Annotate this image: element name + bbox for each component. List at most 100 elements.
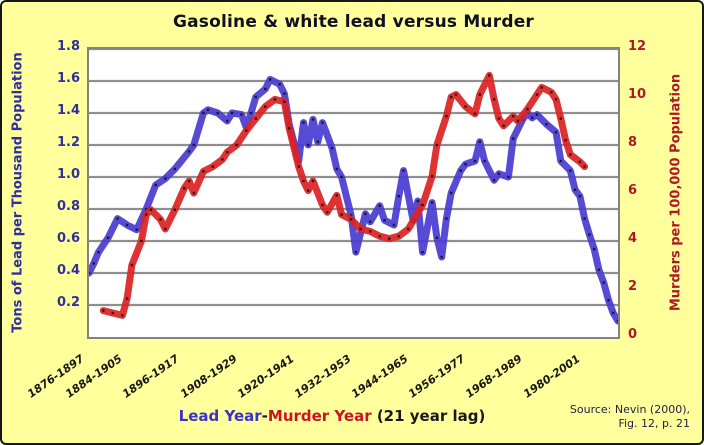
data-point-marker — [383, 219, 386, 222]
data-point-marker — [607, 299, 610, 302]
data-point-marker — [569, 153, 572, 156]
data-point-marker — [268, 78, 272, 81]
data-point-marker — [283, 100, 286, 103]
legend-lag-note: (21 year lag) — [371, 407, 486, 425]
plot-area — [87, 47, 620, 339]
data-point-marker — [321, 203, 324, 207]
data-point-marker — [354, 251, 358, 254]
data-point-marker — [588, 233, 591, 236]
data-point-marker — [578, 195, 582, 198]
x-axis-tick-label: 1944-1965 — [349, 352, 411, 401]
data-point-marker — [164, 227, 167, 231]
data-point-marker — [478, 140, 481, 143]
data-point-marker — [526, 107, 529, 111]
data-point-marker — [512, 115, 515, 118]
data-point-marker — [478, 93, 481, 96]
data-point-marker — [130, 263, 134, 267]
data-point-marker — [435, 143, 439, 147]
data-point-marker — [421, 251, 424, 254]
data-point-marker — [187, 179, 191, 183]
lead-line — [89, 75, 618, 325]
data-point-marker — [335, 194, 338, 197]
left-axis-tick-label: 1.0 — [56, 167, 80, 182]
x-axis-tick-label: 1920-1941 — [235, 352, 297, 401]
data-point-marker — [183, 187, 186, 190]
data-point-marker — [349, 218, 353, 221]
data-point-marker — [573, 188, 577, 191]
data-point-marker — [454, 93, 458, 96]
data-point-marker — [535, 113, 539, 116]
legend-murder-label: Murder Year — [267, 407, 372, 425]
data-point-marker — [89, 271, 91, 275]
data-point-marker — [430, 201, 434, 204]
data-point-marker — [512, 137, 515, 140]
data-point-marker — [149, 208, 153, 211]
x-axis-tick-label: 1980-2001 — [521, 352, 583, 401]
x-axis-tick-label: 1956-1977 — [406, 352, 468, 401]
data-point-marker — [488, 74, 491, 77]
data-point-marker — [206, 108, 210, 111]
data-point-marker — [202, 111, 205, 115]
scan-smudge — [382, 246, 474, 271]
data-point-marker — [192, 143, 195, 147]
data-point-marker — [559, 159, 562, 163]
data-point-marker — [288, 127, 291, 130]
right-axis-tick-label: 12 — [628, 39, 647, 54]
legend-separator: - — [261, 407, 268, 425]
data-point-marker — [402, 169, 405, 172]
data-point-marker — [359, 227, 362, 231]
data-point-marker — [440, 255, 443, 259]
data-point-marker — [578, 160, 582, 163]
data-point-marker — [388, 237, 391, 240]
chart-title: Gasoline & white lead versus Murder — [172, 12, 535, 32]
data-point-marker — [245, 129, 248, 132]
data-point-marker — [545, 123, 548, 126]
data-point-marker — [430, 175, 434, 178]
source-note: Source: Nevin (2000), Fig. 12, p. 21 — [570, 403, 690, 431]
legend-lead-label: Lead Year — [178, 407, 262, 425]
data-point-marker — [540, 86, 543, 89]
data-point-marker — [221, 158, 224, 161]
data-point-marker — [392, 223, 396, 227]
left-axis-tick-label: 0.4 — [56, 263, 80, 278]
data-point-marker — [264, 87, 267, 91]
data-point-marker — [554, 131, 558, 134]
right-axis-tick-label: 4 — [628, 231, 638, 246]
right-axis-tick-label: 10 — [628, 87, 647, 102]
x-axis-tick-label: 1932-1953 — [292, 352, 354, 401]
data-point-marker — [145, 207, 148, 211]
data-point-marker — [283, 92, 286, 95]
data-point-marker — [445, 217, 448, 220]
data-point-marker — [516, 119, 520, 123]
data-point-marker — [583, 217, 586, 220]
data-point-marker — [235, 143, 238, 147]
data-point-marker — [421, 203, 424, 207]
data-point-marker — [326, 211, 329, 214]
right-axis-tick-label: 8 — [628, 135, 638, 150]
data-point-marker — [307, 189, 310, 192]
data-point-marker — [507, 175, 510, 179]
data-point-marker — [340, 175, 343, 179]
data-point-marker — [202, 170, 205, 173]
data-point-marker — [464, 105, 467, 108]
data-point-marker — [492, 98, 496, 101]
data-point-marker — [254, 117, 257, 120]
left-axis-tick-label: 1.6 — [56, 71, 80, 86]
data-point-marker — [278, 83, 281, 86]
x-axis-tick-label: 1908-1929 — [178, 352, 240, 401]
left-axis-tick-label: 0.8 — [56, 199, 80, 214]
data-point-marker — [473, 112, 477, 115]
data-point-marker — [121, 314, 124, 317]
right-axis-tick-label: 6 — [628, 183, 638, 198]
data-point-marker — [187, 150, 191, 153]
data-point-marker — [397, 235, 400, 238]
source-line-2: Fig. 12, p. 21 — [618, 416, 690, 430]
data-point-marker — [497, 172, 501, 175]
data-point-marker — [612, 311, 615, 315]
data-point-marker — [369, 230, 372, 233]
data-point-marker — [378, 204, 381, 207]
data-point-marker — [445, 115, 448, 118]
data-point-marker — [192, 191, 195, 195]
x-axis-tick-label: 1896-1917 — [120, 352, 182, 401]
